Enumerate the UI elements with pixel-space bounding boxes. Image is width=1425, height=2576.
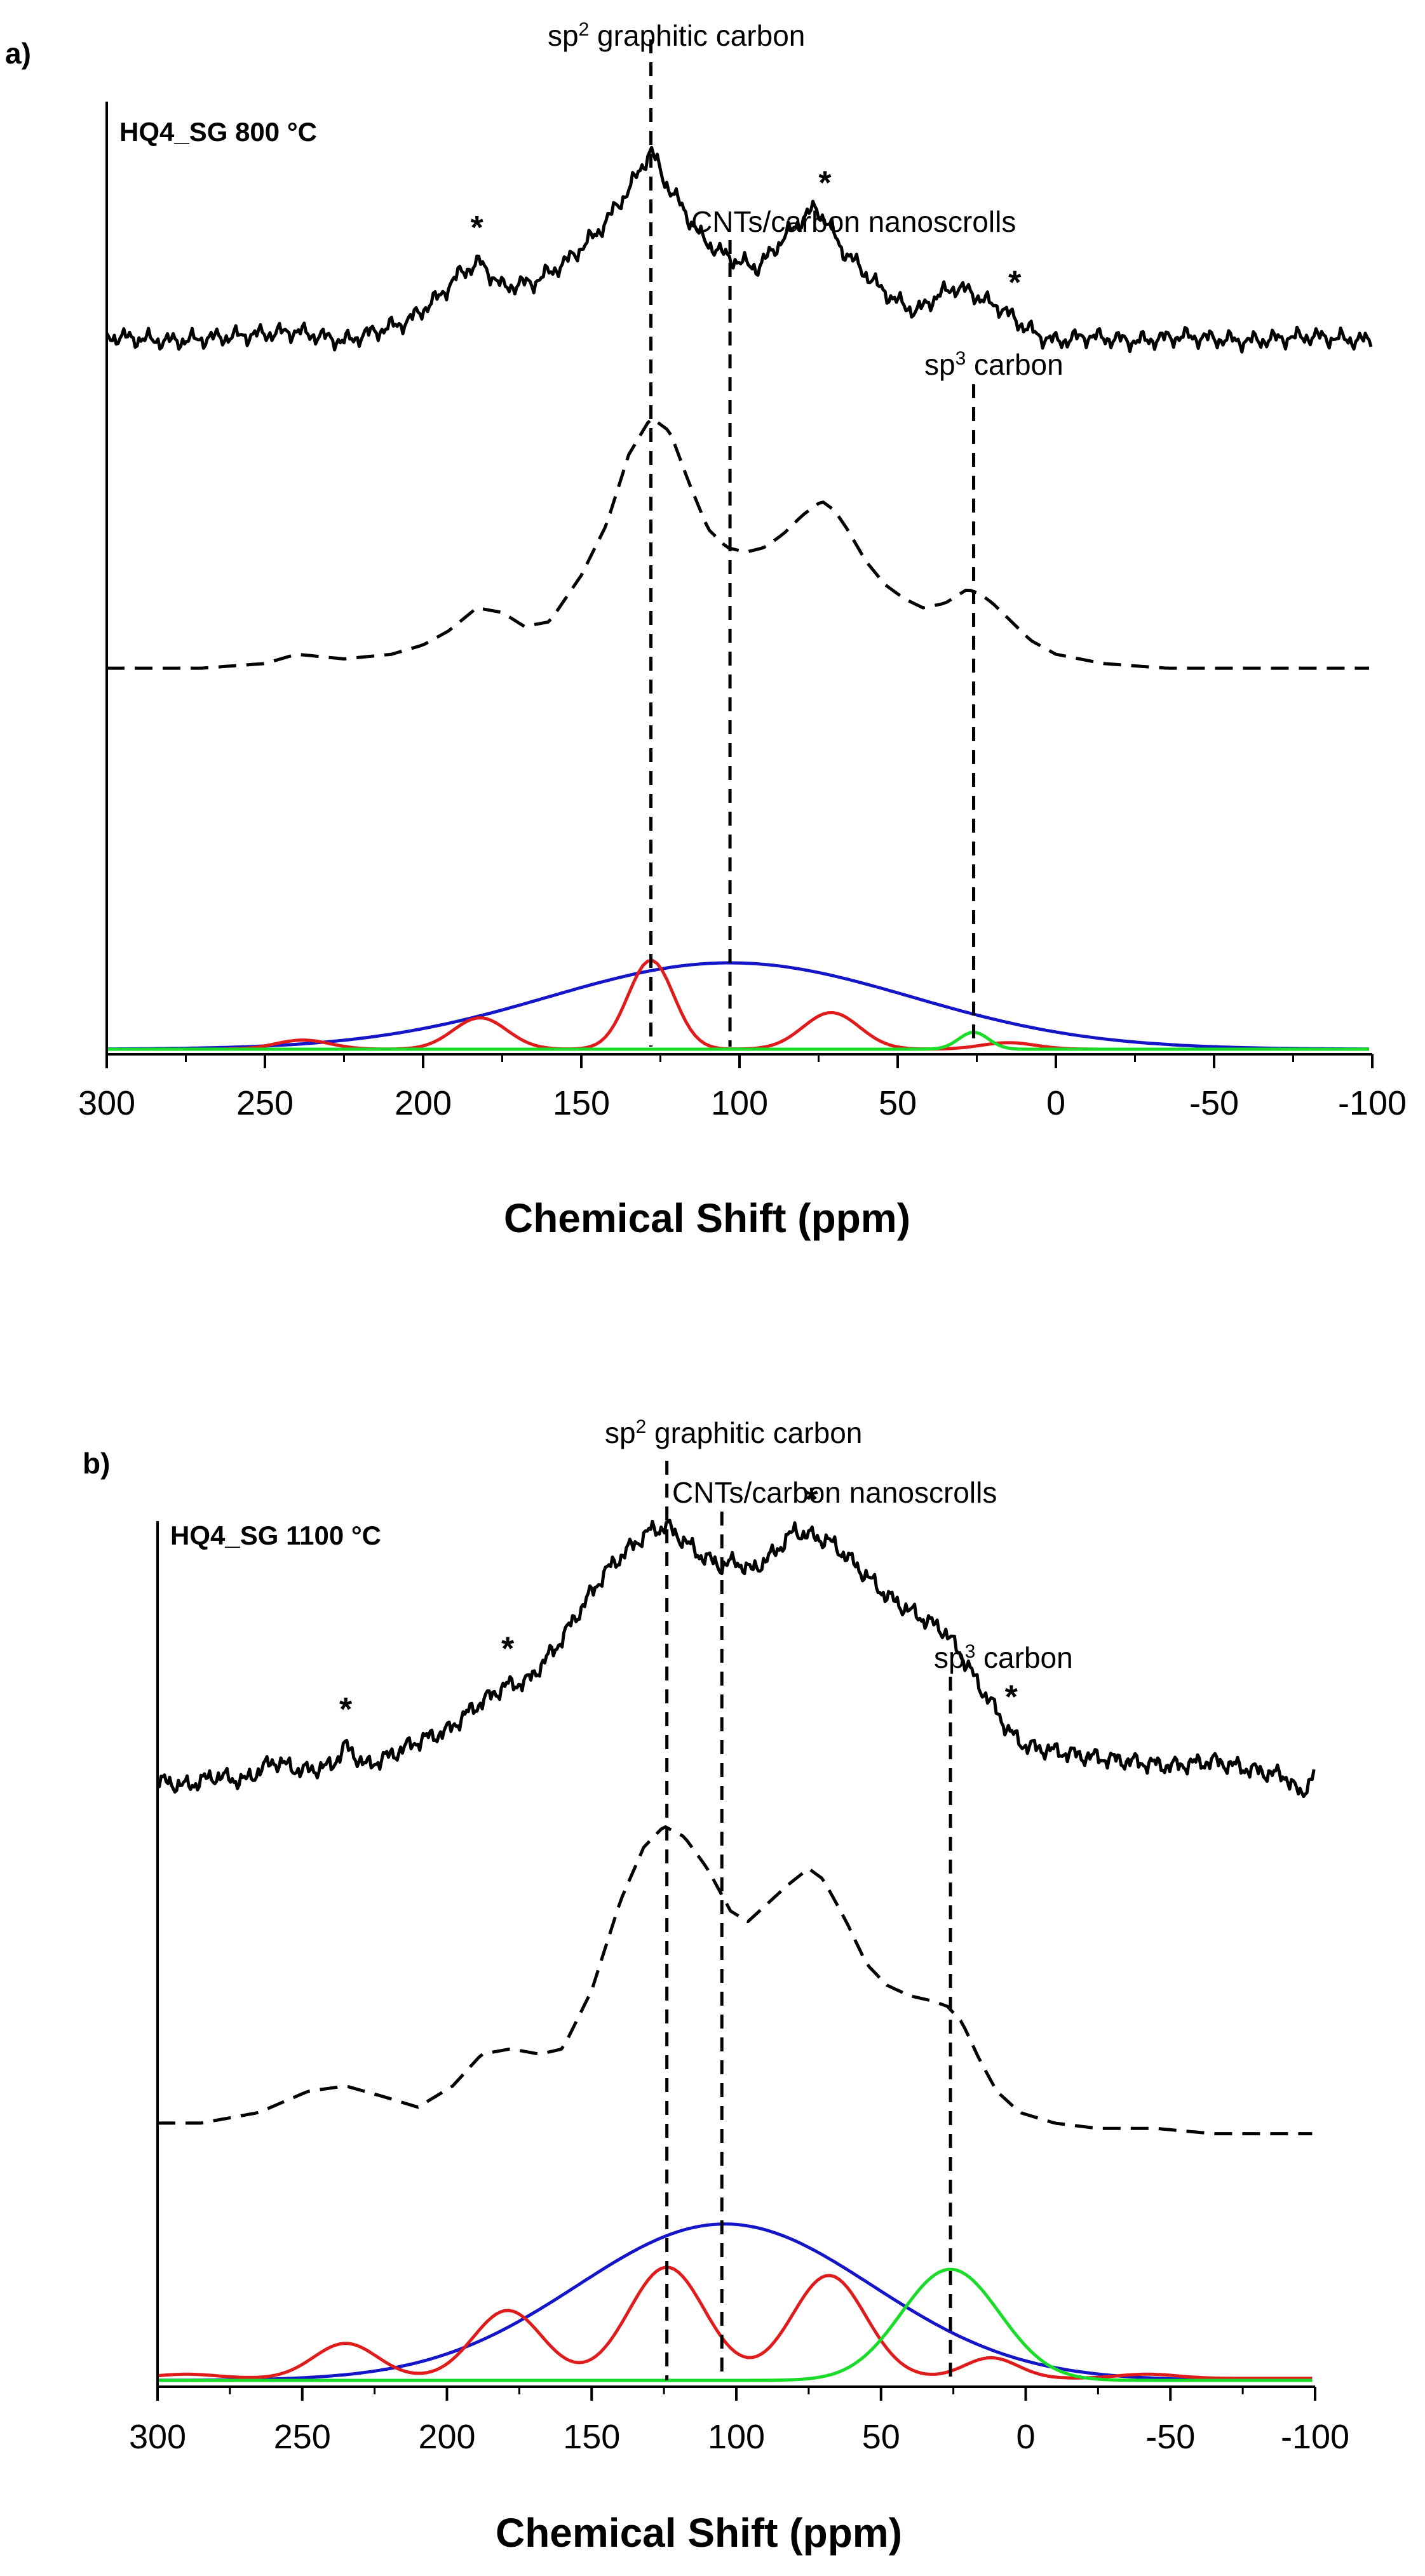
panel-a-x-axis-title: Chemical Shift (ppm): [504, 1195, 910, 1241]
sideband-marker: *: [1005, 1679, 1018, 1715]
series-fitted-sum: [107, 417, 1369, 670]
x-tick-label: 300: [78, 1084, 135, 1122]
panel-b-sideband-markers: * * * *: [339, 1482, 1018, 1729]
panel-b-reference-lines: [665, 1461, 952, 2380]
panel-a-sideband-markers: * * *: [471, 164, 1022, 301]
x-tick-label: 150: [553, 1084, 610, 1122]
x-tick-label: 200: [395, 1084, 452, 1122]
panel-a-sample-label: HQ4_SG 800 °C: [119, 117, 317, 147]
x-tick-label: 100: [708, 2418, 765, 2456]
panel-a-sp3-label: sp3 carbon: [924, 348, 1064, 382]
panel-b-sp3-label: sp3 carbon: [934, 1641, 1073, 1675]
panel-a-reference-lines: [649, 39, 976, 1047]
sideband-marker: *: [818, 164, 832, 201]
x-tick-label: 100: [711, 1084, 768, 1122]
x-tick-label: 250: [274, 2418, 331, 2456]
x-tick-label: -100: [1338, 1084, 1407, 1122]
panel-b-sample-label: HQ4_SG 1100 °C: [170, 1520, 381, 1550]
series-experimental: [105, 145, 1373, 354]
series-fitted-sum: [158, 1825, 1313, 2136]
panel-a-letter: a): [5, 37, 31, 70]
x-tick-label: 250: [236, 1084, 294, 1122]
x-tick-label: 50: [862, 2418, 900, 2456]
x-tick-label: 0: [1016, 2418, 1035, 2456]
x-tick-label: -50: [1145, 2418, 1195, 2456]
x-tick-label: -50: [1189, 1084, 1239, 1122]
x-tick-label: -100: [1281, 2418, 1349, 2456]
sideband-marker: *: [805, 1482, 818, 1519]
sideband-marker: *: [1008, 264, 1022, 301]
panel-a-ticks: 300 250 200 150 100 50 0 -50 -100: [78, 1054, 1407, 1122]
series-experimental: [157, 1519, 1316, 1799]
panel-b-ticks: 300 250 200 150 100 50 0 -50 -100: [129, 2387, 1349, 2456]
series-sp3-carbon-component: [158, 2267, 1313, 2382]
panel-b: 300 250 200 150 100 50 0 -50 -100 * * * * b) HQ4_SG…: [83, 1416, 1349, 2556]
panel-b-x-axis-title: Chemical Shift (ppm): [496, 2510, 902, 2556]
sideband-marker: *: [471, 210, 484, 246]
x-tick-label: 50: [879, 1084, 917, 1122]
panel-a-cnt-label: CNTs/carbon nanoscrolls: [691, 205, 1016, 238]
x-tick-label: 300: [129, 2418, 186, 2456]
series-sp2-components-and-spinning-sidebands: [157, 2265, 1313, 2380]
series-sp3-carbon-component: [107, 1030, 1369, 1051]
panel-b-letter: b): [83, 1447, 110, 1480]
panel-a-curves: [105, 145, 1373, 1051]
panel-a: 300 250 200 150 100 50 0 -50 -100 * * * a) HQ4_SG …: [5, 19, 1407, 1242]
panel-b-cnt-label: CNTs/carbon nanoscrolls: [672, 1476, 997, 1509]
sideband-marker: *: [339, 1691, 353, 1728]
x-tick-label: 150: [563, 2418, 620, 2456]
x-tick-label: 0: [1046, 1084, 1065, 1122]
panel-a-sp2-label: sp2 graphitic carbon: [548, 19, 805, 53]
x-tick-label: 200: [418, 2418, 475, 2456]
panel-b-curves: [157, 1519, 1316, 2382]
panel-b-sp2-label: sp2 graphitic carbon: [605, 1416, 862, 1450]
sideband-marker: *: [501, 1631, 515, 1668]
